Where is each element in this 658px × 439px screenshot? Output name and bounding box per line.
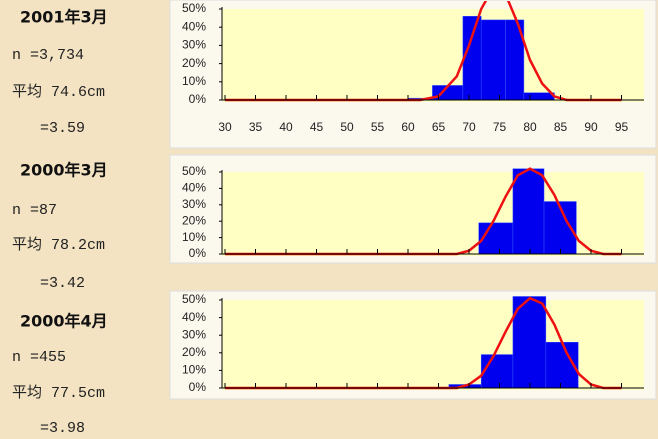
y-tick-label: 40% bbox=[182, 19, 206, 33]
annotation: 平均 77.5cm bbox=[12, 384, 105, 402]
bar bbox=[512, 168, 545, 255]
annotation: n =455 bbox=[12, 349, 66, 366]
x-tick-label: 70 bbox=[462, 120, 476, 134]
plot bbox=[225, 296, 622, 390]
x-tick-label: 50 bbox=[340, 120, 354, 134]
bar bbox=[480, 354, 514, 389]
bar bbox=[480, 19, 506, 101]
y-tick-label: 50% bbox=[182, 292, 206, 306]
bar bbox=[523, 92, 555, 101]
x-tick-label: 90 bbox=[584, 120, 598, 134]
x-tick-label: 60 bbox=[401, 120, 415, 134]
y-tick-label: 20% bbox=[182, 56, 206, 70]
bar bbox=[512, 296, 547, 389]
y-tick-label: 50% bbox=[182, 1, 206, 15]
annotation: n =3,734 bbox=[12, 47, 84, 64]
chart-title: 2000年3月 bbox=[20, 161, 108, 180]
plot bbox=[225, 167, 622, 256]
x-tick-label: 55 bbox=[371, 120, 385, 134]
y-tick-label: 10% bbox=[182, 230, 206, 244]
annotation: 平均 78.2cm bbox=[12, 236, 105, 254]
y-tick-label: 30% bbox=[182, 197, 206, 211]
x-tick-label: 65 bbox=[432, 120, 446, 134]
y-tick-label: 0% bbox=[189, 380, 207, 394]
y-tick-label: 40% bbox=[182, 181, 206, 195]
x-tick-label: 35 bbox=[249, 120, 263, 134]
annotation: =3.59 bbox=[40, 120, 85, 137]
annotation: 平均 74.6cm bbox=[12, 83, 105, 101]
bar bbox=[462, 16, 482, 101]
x-tick-label: 45 bbox=[310, 120, 324, 134]
x-tick-label: 85 bbox=[554, 120, 568, 134]
y-tick-label: 30% bbox=[182, 38, 206, 52]
fit-curve bbox=[225, 167, 622, 256]
fit-curve bbox=[225, 296, 622, 390]
y-tick-label: 20% bbox=[182, 345, 206, 359]
annotation: n =87 bbox=[12, 202, 57, 219]
y-tick-label: 50% bbox=[182, 164, 206, 178]
y-tick-label: 30% bbox=[182, 327, 206, 341]
chart-title: 2001年3月 bbox=[20, 8, 108, 27]
bar bbox=[478, 222, 514, 255]
chart-title: 2000年4月 bbox=[20, 312, 108, 331]
x-tick-label: 80 bbox=[523, 120, 537, 134]
y-tick-label: 40% bbox=[182, 310, 206, 324]
x-tick-label: 95 bbox=[615, 120, 629, 134]
x-tick-label: 75 bbox=[493, 120, 507, 134]
x-tick-label: 30 bbox=[218, 120, 232, 134]
x-tick-label: 40 bbox=[279, 120, 293, 134]
y-tick-label: 0% bbox=[189, 92, 207, 106]
y-tick-label: 0% bbox=[189, 246, 207, 260]
y-tick-label: 20% bbox=[182, 213, 206, 227]
annotation: =3.42 bbox=[40, 275, 85, 292]
y-tick-label: 10% bbox=[182, 363, 206, 377]
annotation: =3.98 bbox=[40, 420, 85, 437]
y-tick-label: 10% bbox=[182, 74, 206, 88]
